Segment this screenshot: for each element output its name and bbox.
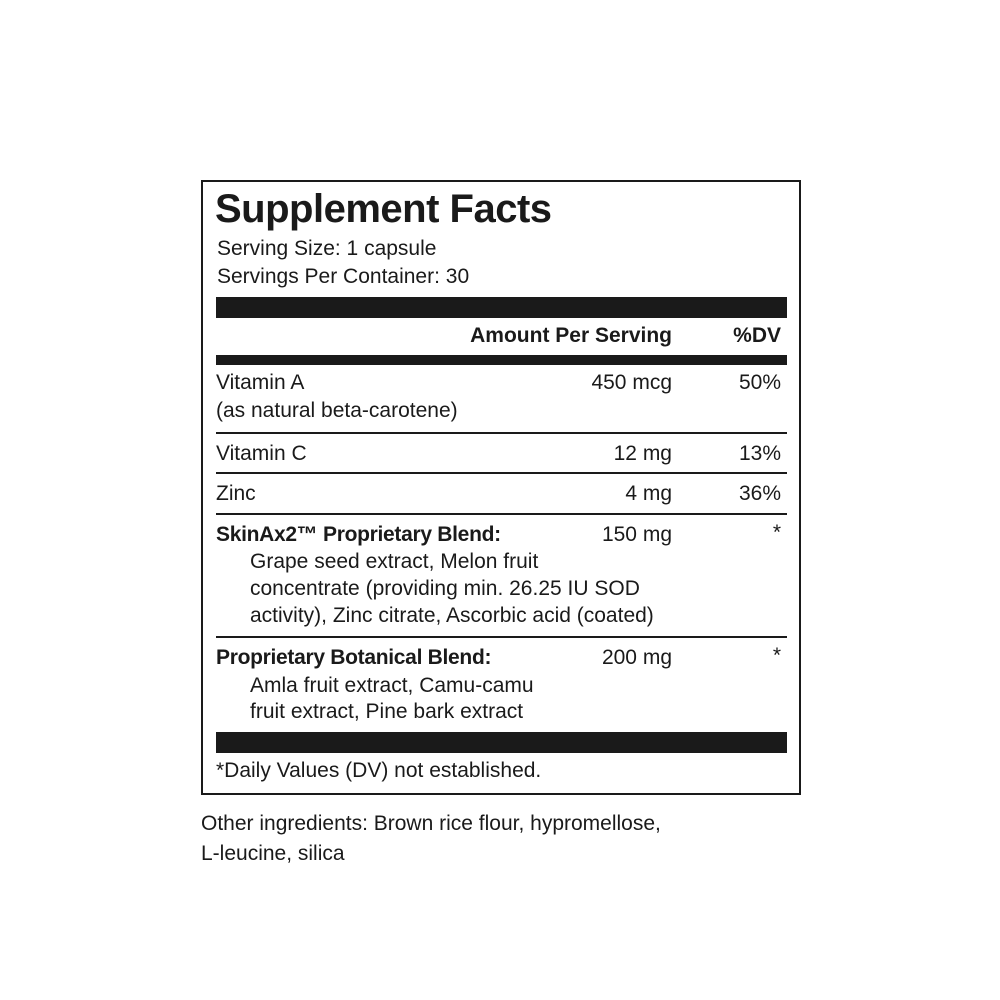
blend-name: SkinAx2™ Proprietary Blend: <box>216 523 501 546</box>
nutrient-amount: 450 mcg <box>591 371 672 394</box>
nutrient-amount: 12 mg <box>613 442 672 465</box>
blend-amount: 150 mg <box>601 523 672 546</box>
nutrient-dv: 13% <box>738 442 781 465</box>
nutrient-source: (as natural beta-carotene) <box>216 399 458 422</box>
row-divider <box>216 513 787 515</box>
dv-header: %DV <box>733 324 781 347</box>
nutrient-name: Vitamin A <box>216 371 305 394</box>
blend-dv: * <box>772 521 781 544</box>
medium-divider <box>216 355 787 365</box>
thick-divider <box>216 297 787 318</box>
servings-per-container: Servings Per Container: 30 <box>217 265 470 288</box>
nutrient-name: Zinc <box>216 482 256 505</box>
blend-ingredients-line: Amla fruit extract, Camu-camu <box>250 674 534 697</box>
blend-dv: * <box>772 644 781 667</box>
blend-ingredients-line: Grape seed extract, Melon fruit <box>250 550 539 573</box>
amount-header: Amount Per Serving <box>470 324 672 347</box>
nutrient-name: Vitamin C <box>216 442 307 465</box>
thick-divider <box>216 732 787 753</box>
blend-ingredients-line: concentrate (providing min. 26.25 IU SOD <box>250 577 640 600</box>
nutrient-dv: 50% <box>738 371 781 394</box>
blend-amount: 200 mg <box>601 646 672 669</box>
row-divider <box>216 432 787 434</box>
other-ingredients-line: L-leucine, silica <box>201 842 345 865</box>
nutrient-dv: 36% <box>738 482 781 505</box>
footnote: *Daily Values (DV) not established. <box>216 759 542 782</box>
other-ingredients-line: Other ingredients: Brown rice flour, hyp… <box>201 812 661 835</box>
blend-ingredients-line: fruit extract, Pine bark extract <box>250 700 524 723</box>
panel-title: Supplement Facts <box>215 187 552 231</box>
row-divider <box>216 636 787 638</box>
serving-size: Serving Size: 1 capsule <box>217 237 437 260</box>
blend-name: Proprietary Botanical Blend: <box>216 646 492 669</box>
nutrient-amount: 4 mg <box>625 482 672 505</box>
row-divider <box>216 472 787 474</box>
blend-ingredients-line: activity), Zinc citrate, Ascorbic acid (… <box>250 604 654 627</box>
supplement-facts-panel <box>201 180 801 795</box>
